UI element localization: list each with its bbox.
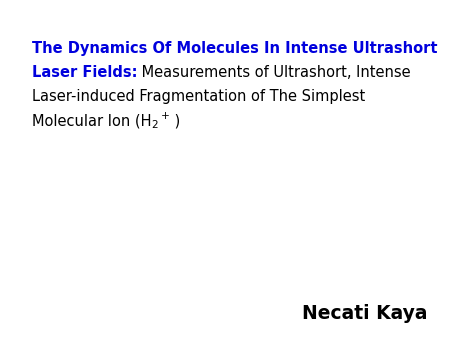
Text: 2: 2	[151, 120, 158, 130]
Text: Necati Kaya: Necati Kaya	[302, 304, 428, 323]
Text: The Dynamics Of Molecules In Intense Ultrashort: The Dynamics Of Molecules In Intense Ult…	[32, 41, 437, 55]
Text: Molecular Ion (H: Molecular Ion (H	[32, 114, 151, 128]
Text: Laser Fields:: Laser Fields:	[32, 65, 137, 80]
Text: Measurements of Ultrashort, Intense: Measurements of Ultrashort, Intense	[137, 65, 410, 80]
Text: Laser-induced Fragmentation of The Simplest: Laser-induced Fragmentation of The Simpl…	[32, 89, 365, 104]
Text: ): )	[171, 114, 180, 128]
Text: +: +	[161, 111, 170, 121]
